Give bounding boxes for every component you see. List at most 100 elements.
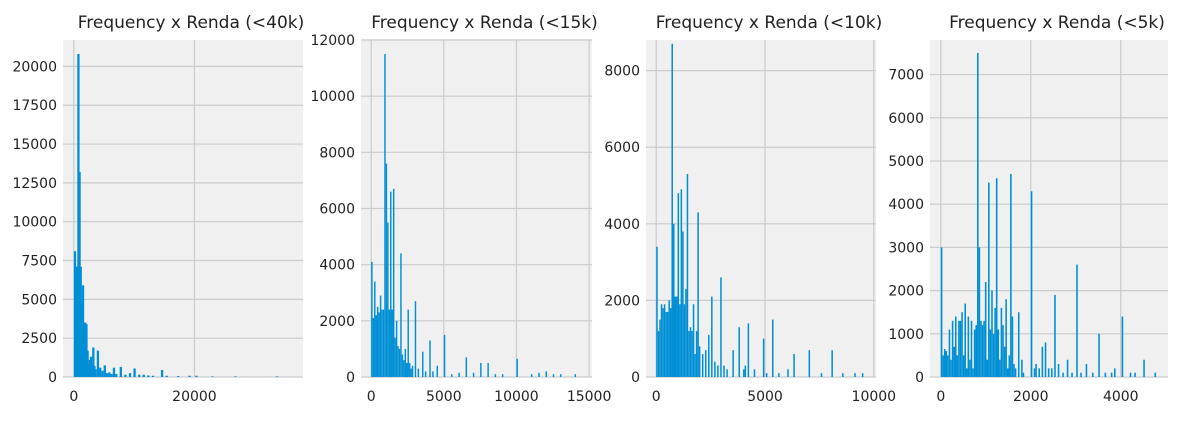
histogram-bar	[1098, 333, 1100, 377]
histogram-bar	[1047, 368, 1050, 377]
histogram-bar	[994, 307, 996, 377]
histogram-bar	[1121, 316, 1124, 377]
histogram-bar	[404, 348, 407, 377]
histogram-bar	[105, 373, 109, 377]
histogram-bar	[989, 329, 992, 377]
histogram-bar	[685, 288, 687, 377]
histogram-bar	[1071, 372, 1073, 377]
x-tick-label: 5000	[747, 389, 783, 405]
histogram-bar	[969, 359, 971, 377]
histogram-bar	[103, 365, 106, 377]
histogram-bar	[679, 304, 681, 377]
y-tick-label: 15000	[12, 137, 57, 153]
histogram-bar	[1008, 355, 1011, 377]
histogram-bar	[94, 369, 97, 377]
histogram-bar	[980, 320, 982, 377]
histogram-bar	[967, 316, 970, 377]
histogram-bar	[401, 354, 404, 377]
histogram-bar	[424, 371, 427, 377]
bar-group	[940, 52, 1157, 377]
y-tick-label: 5000	[888, 154, 924, 170]
histogram-bar	[560, 374, 562, 377]
histogram-bar	[970, 320, 973, 377]
histogram-bar	[831, 350, 833, 377]
histogram-bar	[656, 246, 658, 377]
histogram-bar	[948, 329, 951, 377]
histogram-bar	[787, 369, 789, 377]
histogram-bar	[686, 174, 689, 377]
y-tick-label: 2000	[604, 293, 640, 309]
histogram-bar	[1104, 372, 1107, 377]
y-tick-label: 4000	[319, 258, 355, 274]
histogram-bar	[950, 359, 952, 377]
y-tick-label: 0	[346, 370, 355, 386]
histogram-bar	[1091, 372, 1094, 377]
chart-title: Frequency x Renda (<15k)	[371, 13, 598, 33]
histogram-bar	[940, 247, 943, 377]
histogram-bar	[385, 163, 388, 377]
y-tick-label: 6000	[888, 111, 924, 127]
y-tick-label: 10000	[310, 89, 355, 105]
histogram-bar	[1002, 325, 1004, 377]
histogram-bar	[465, 357, 468, 377]
histogram-bar	[400, 253, 402, 377]
y-tick-label: 5000	[21, 292, 57, 308]
histogram-bar	[975, 325, 978, 377]
histogram-bar	[842, 373, 844, 377]
x-tick-label: 10000	[494, 389, 539, 405]
histogram-bar	[962, 355, 965, 377]
histogram-bar	[451, 374, 453, 377]
histogram-bar	[1010, 173, 1012, 377]
histogram-bar	[1022, 372, 1025, 377]
histogram-bar	[691, 331, 693, 377]
histogram-bar	[1013, 364, 1015, 377]
histogram-bar	[992, 333, 995, 377]
y-tick-label: 4000	[888, 197, 924, 213]
histogram-bar	[395, 320, 398, 377]
tick-labels: 0 2500 5000 7500 10000 12500 15000 17500 20000 0 2…	[12, 59, 216, 405]
y-tick-label: 2000	[319, 314, 355, 330]
histogram-bar	[391, 309, 393, 377]
y-tick-label: 7500	[21, 254, 57, 270]
tick-labels: 0 2000 4000 6000 8000 0 5000 10000	[604, 64, 896, 405]
histogram-bar	[458, 372, 460, 377]
histogram-bar	[662, 308, 664, 377]
histogram-bar	[1134, 372, 1136, 377]
gridlines	[646, 40, 876, 378]
histogram-bar	[407, 309, 409, 377]
histogram-bar	[793, 354, 795, 377]
histogram-bar	[861, 373, 864, 377]
histogram-bar	[988, 182, 990, 377]
histogram-bar	[698, 346, 701, 377]
histogram-bar	[753, 369, 756, 377]
histogram-bar	[160, 370, 164, 377]
histogram-bar	[124, 374, 127, 377]
histogram-bar	[552, 374, 555, 377]
histogram-bar	[119, 366, 122, 377]
histogram-bar	[956, 355, 959, 377]
histogram-bar	[1000, 307, 1003, 377]
histogram-bar	[406, 362, 408, 377]
histogram-bar	[112, 367, 116, 377]
histogram-bar	[538, 372, 540, 377]
y-tick-label: 8000	[319, 145, 355, 161]
histogram-bar	[692, 304, 695, 377]
x-tick-label: 0	[652, 389, 661, 405]
histogram-bar	[1003, 346, 1006, 377]
histogram-bar	[657, 331, 660, 377]
histogram-bar	[953, 346, 955, 377]
histogram-bar	[682, 231, 684, 377]
histogram-bar	[374, 281, 376, 377]
histogram-bar	[854, 373, 856, 377]
histogram-bar	[1044, 342, 1047, 377]
histogram-bar	[1062, 372, 1064, 377]
histogram-bar	[110, 373, 113, 377]
histogram-bar	[726, 369, 728, 377]
y-tick-label: 6000	[319, 202, 355, 218]
histogram-bar	[695, 331, 698, 377]
x-tick-label: 10000	[852, 389, 897, 405]
histogram-bar	[133, 368, 136, 377]
y-tick-label: 2000	[888, 284, 924, 300]
histogram-bar	[1143, 359, 1145, 377]
histogram-bar	[501, 374, 504, 377]
